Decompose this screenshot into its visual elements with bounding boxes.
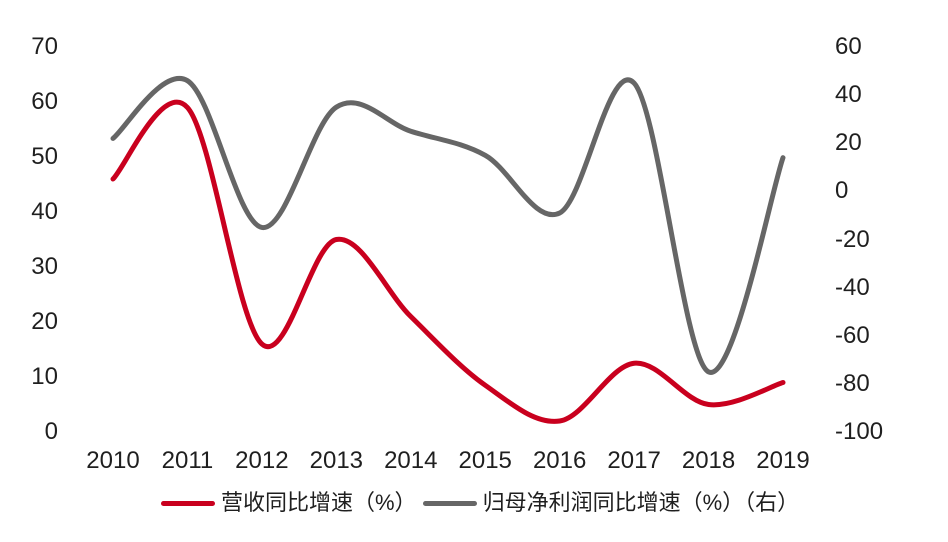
right-axis-tick-20: 20 [835, 129, 862, 157]
x-axis-tick-2019: 2019 [756, 447, 810, 474]
x-axis-tick-2013: 2013 [309, 447, 364, 474]
right-axis-tick-40: 40 [835, 81, 862, 109]
x-axis-tick-2014: 2014 [384, 447, 438, 474]
x-axis-tick-2011: 2011 [161, 447, 214, 474]
x-axis-tick-2015: 2015 [458, 447, 512, 474]
left-axis-tick-10: 10 [31, 363, 58, 390]
legend: 营收同比增速（%） 归母净利润同比增速（%）（右） [161, 490, 799, 516]
x-axis-tick-2010: 2010 [86, 447, 140, 474]
left-axis-tick-0: 0 [44, 418, 58, 445]
x-axis-tick-2012: 2012 [235, 447, 289, 474]
x-axis-tick-2018: 2018 [681, 447, 736, 474]
legend-swatch-revenue-line [161, 500, 215, 506]
right-axis-tick--20: -20 [835, 225, 870, 253]
left-axis-tick-60: 60 [31, 88, 58, 115]
left-axis-tick-30: 30 [31, 253, 58, 280]
x-axis-tick-2016: 2016 [532, 447, 587, 474]
left-axis-tick-70: 70 [31, 33, 58, 60]
legend-label-profit: 归母净利润同比增速（%）（右） [482, 490, 800, 515]
right-axis-tick-0: 0 [835, 177, 849, 205]
left-axis-tick-50: 50 [31, 143, 58, 170]
series-curves [110, 75, 786, 424]
right-axis-tick-60: 60 [835, 33, 862, 60]
legend-swatch-profit-line [422, 500, 477, 506]
left-axis-tick-20: 20 [31, 308, 58, 335]
series-line-0 [110, 99, 786, 424]
right-axis-tick--40: -40 [835, 273, 870, 301]
right-axis-tick--60: -60 [835, 321, 870, 349]
x-axis-tick-2017: 2017 [607, 447, 661, 474]
right-axis-tick--80: -80 [835, 369, 870, 397]
series-line-1 [110, 75, 786, 375]
right-axis-tick--100: -100 [835, 418, 884, 445]
left-axis-tick-40: 40 [31, 198, 58, 225]
legend-label-revenue: 营收同比增速（%） [221, 490, 417, 515]
